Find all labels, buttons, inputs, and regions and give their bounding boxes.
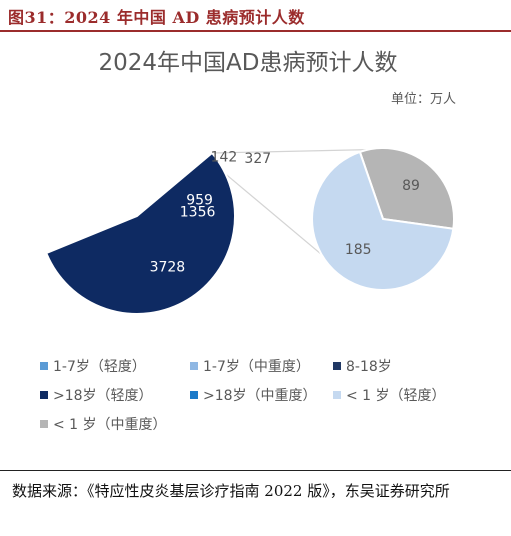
source-rule: [0, 470, 511, 471]
secondary-slice-1: [358, 147, 455, 230]
connector-line-1: [212, 149, 369, 154]
main-slice-label-1: 1356: [180, 205, 216, 221]
legend-label-7: < 1 岁（中重度）: [53, 417, 167, 433]
main-slice-label-3: 959: [186, 193, 213, 209]
legend-label-2: 1-7岁（中重度）: [203, 359, 310, 375]
legend-swatch-3: [333, 362, 341, 370]
title-rule: [0, 30, 511, 32]
pie-of-pie-chart: 2024年中国AD患病预计人数 单位：万人 13569593271423728 …: [40, 50, 456, 433]
secondary-slice-label-1: 89: [402, 178, 420, 194]
main-slice-label-4: 327: [244, 151, 271, 167]
figure-title: 图31：2024 年中国 AD 患病预计人数: [8, 8, 305, 27]
legend-swatch-7: [40, 420, 48, 428]
chart-title: 2024年中国AD患病预计人数: [99, 50, 398, 76]
legend-swatch-6: [333, 391, 341, 399]
main-pie: [44, 151, 236, 315]
legend: 1-7岁（轻度） 1-7岁（中重度） 8-18岁 >18岁（轻度） >18岁（中重度） <…: [40, 359, 446, 433]
main-slice-label-6: 3728: [150, 259, 186, 275]
legend-label-5: >18岁（中重度）: [203, 388, 317, 404]
legend-label-6: < 1 岁（轻度）: [346, 388, 446, 404]
main-slice-6: [44, 151, 236, 315]
legend-swatch-5: [190, 391, 198, 399]
legend-label-3: 8-18岁: [346, 359, 392, 375]
secondary-pie: [311, 147, 455, 291]
legend-label-4: >18岁（轻度）: [53, 388, 153, 404]
secondary-slice-label-2: 185: [345, 242, 372, 258]
source-note: 数据来源：《特应性皮炎基层诊疗指南 2022 版》，东吴证券研究所: [12, 482, 450, 500]
secondary-pie-labels: 89 185: [345, 178, 420, 258]
legend-label-1: 1-7岁（轻度）: [53, 359, 146, 375]
legend-swatch-2: [190, 362, 198, 370]
main-slice-label-5: 142: [211, 150, 238, 166]
legend-swatch-1: [40, 362, 48, 370]
secondary-slice-2: [311, 150, 455, 291]
legend-swatch-4: [40, 391, 48, 399]
unit-label: 单位：万人: [391, 92, 456, 107]
